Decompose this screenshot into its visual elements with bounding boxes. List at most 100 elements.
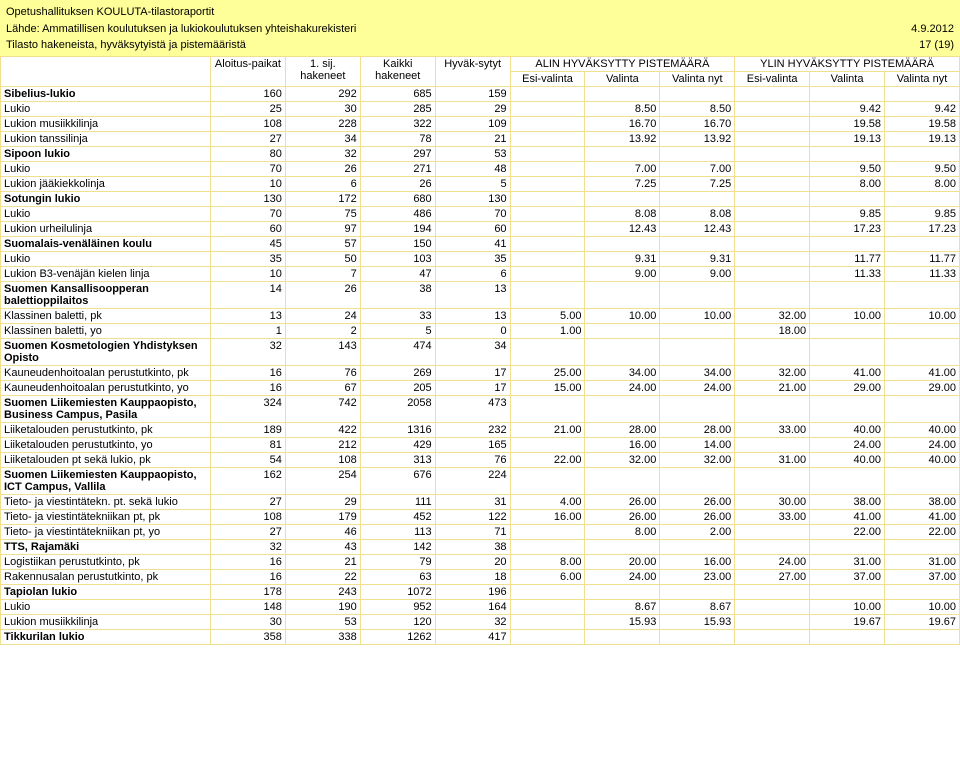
cell: 113 — [360, 524, 435, 539]
cell: 417 — [435, 629, 510, 644]
col-alin-valinta: Valinta — [585, 71, 660, 86]
cell: 285 — [360, 101, 435, 116]
header-subtitle: Tilasto hakeneista, hyväksytyistä ja pis… — [6, 37, 246, 54]
cell: 13 — [435, 308, 510, 323]
cell — [660, 323, 735, 338]
cell: 54 — [211, 452, 286, 467]
cell: 16 — [211, 569, 286, 584]
cell — [510, 437, 585, 452]
cell — [660, 281, 735, 308]
header-title: Opetushallituksen KOULUTA-tilastoraporti… — [6, 4, 214, 21]
cell: 24.00 — [735, 554, 810, 569]
cell: 76 — [285, 365, 360, 380]
cell: 19.13 — [810, 131, 885, 146]
cell — [510, 395, 585, 422]
cell: 8.50 — [585, 101, 660, 116]
cell — [885, 338, 960, 365]
cell — [510, 131, 585, 146]
table-row: Kauneudenhoitoalan perustutkinto, yo1667… — [1, 380, 960, 395]
table-row: Lukion jääkiekkolinja1062657.257.258.008… — [1, 176, 960, 191]
cell: 7.25 — [585, 176, 660, 191]
row-label: Lukio — [1, 206, 211, 221]
table-row: Lukio7075486708.088.089.859.85 — [1, 206, 960, 221]
cell — [660, 395, 735, 422]
cell — [585, 467, 660, 494]
cell: 13.92 — [585, 131, 660, 146]
cell: 53 — [285, 614, 360, 629]
cell: 12.43 — [585, 221, 660, 236]
cell — [660, 86, 735, 101]
cell: 19.58 — [810, 116, 885, 131]
cell — [510, 161, 585, 176]
cell: 19.67 — [810, 614, 885, 629]
cell: 47 — [360, 266, 435, 281]
row-label: TTS, Rajamäki — [1, 539, 211, 554]
cell: 9.85 — [810, 206, 885, 221]
cell: 243 — [285, 584, 360, 599]
cell: 40.00 — [885, 452, 960, 467]
cell: 17.23 — [885, 221, 960, 236]
cell: 15.93 — [660, 614, 735, 629]
cell: 22 — [285, 569, 360, 584]
cell: 9.31 — [660, 251, 735, 266]
col-alin-group: ALIN HYVÄKSYTTY PISTEMÄÄRÄ — [510, 56, 735, 71]
cell: 8.50 — [660, 101, 735, 116]
cell: 5 — [435, 176, 510, 191]
cell: 2058 — [360, 395, 435, 422]
cell: 952 — [360, 599, 435, 614]
cell — [510, 251, 585, 266]
cell: 7.25 — [660, 176, 735, 191]
table-row: Logistiikan perustutkinto, pk162179208.0… — [1, 554, 960, 569]
cell: 34.00 — [660, 365, 735, 380]
cell: 194 — [360, 221, 435, 236]
col-ylin-esi: Esi-valinta — [735, 71, 810, 86]
cell — [510, 539, 585, 554]
header-date: 4.9.2012 — [911, 21, 954, 38]
table-row: Sotungin lukio130172680130 — [1, 191, 960, 206]
row-label: Liiketalouden perustutkinto, pk — [1, 422, 211, 437]
cell — [510, 236, 585, 251]
cell: 10.00 — [885, 308, 960, 323]
cell: 33.00 — [735, 422, 810, 437]
table-row: Lukio2530285298.508.509.429.42 — [1, 101, 960, 116]
table-row: Lukion musiikkilinja30531203215.9315.931… — [1, 614, 960, 629]
cell: 742 — [285, 395, 360, 422]
cell — [885, 281, 960, 308]
cell: 14 — [211, 281, 286, 308]
cell: 108 — [211, 509, 286, 524]
row-label: Liiketalouden perustutkinto, yo — [1, 437, 211, 452]
cell: 29.00 — [810, 380, 885, 395]
row-label: Klassinen baletti, yo — [1, 323, 211, 338]
cell — [510, 86, 585, 101]
cell: 179 — [285, 509, 360, 524]
cell: 162 — [211, 467, 286, 494]
cell: 28.00 — [660, 422, 735, 437]
cell: 474 — [360, 338, 435, 365]
cell: 16 — [211, 554, 286, 569]
table-row: Tieto- ja viestintätekniikan pt, pk10817… — [1, 509, 960, 524]
cell — [735, 281, 810, 308]
cell — [510, 614, 585, 629]
cell: 29 — [435, 101, 510, 116]
cell — [885, 191, 960, 206]
cell: 143 — [285, 338, 360, 365]
col-1sij: 1. sij. hakeneet — [285, 56, 360, 86]
table-row: Tieto- ja viestintätekniikan pt, yo27461… — [1, 524, 960, 539]
cell: 17 — [435, 365, 510, 380]
cell: 26.00 — [585, 509, 660, 524]
cell: 5.00 — [510, 308, 585, 323]
cell: 79 — [360, 554, 435, 569]
row-label: Lukion B3-venäjän kielen linja — [1, 266, 211, 281]
cell: 122 — [435, 509, 510, 524]
cell — [585, 281, 660, 308]
table-row: Lukio7026271487.007.009.509.50 — [1, 161, 960, 176]
cell: 34.00 — [585, 365, 660, 380]
report-table: Aloitus-paikat 1. sij. hakeneet Kaikki h… — [0, 56, 960, 645]
cell — [510, 221, 585, 236]
cell: 32 — [211, 338, 286, 365]
cell: 34 — [285, 131, 360, 146]
table-row: Tapiolan lukio1782431072196 — [1, 584, 960, 599]
cell — [885, 395, 960, 422]
cell — [735, 131, 810, 146]
cell: 32 — [435, 614, 510, 629]
